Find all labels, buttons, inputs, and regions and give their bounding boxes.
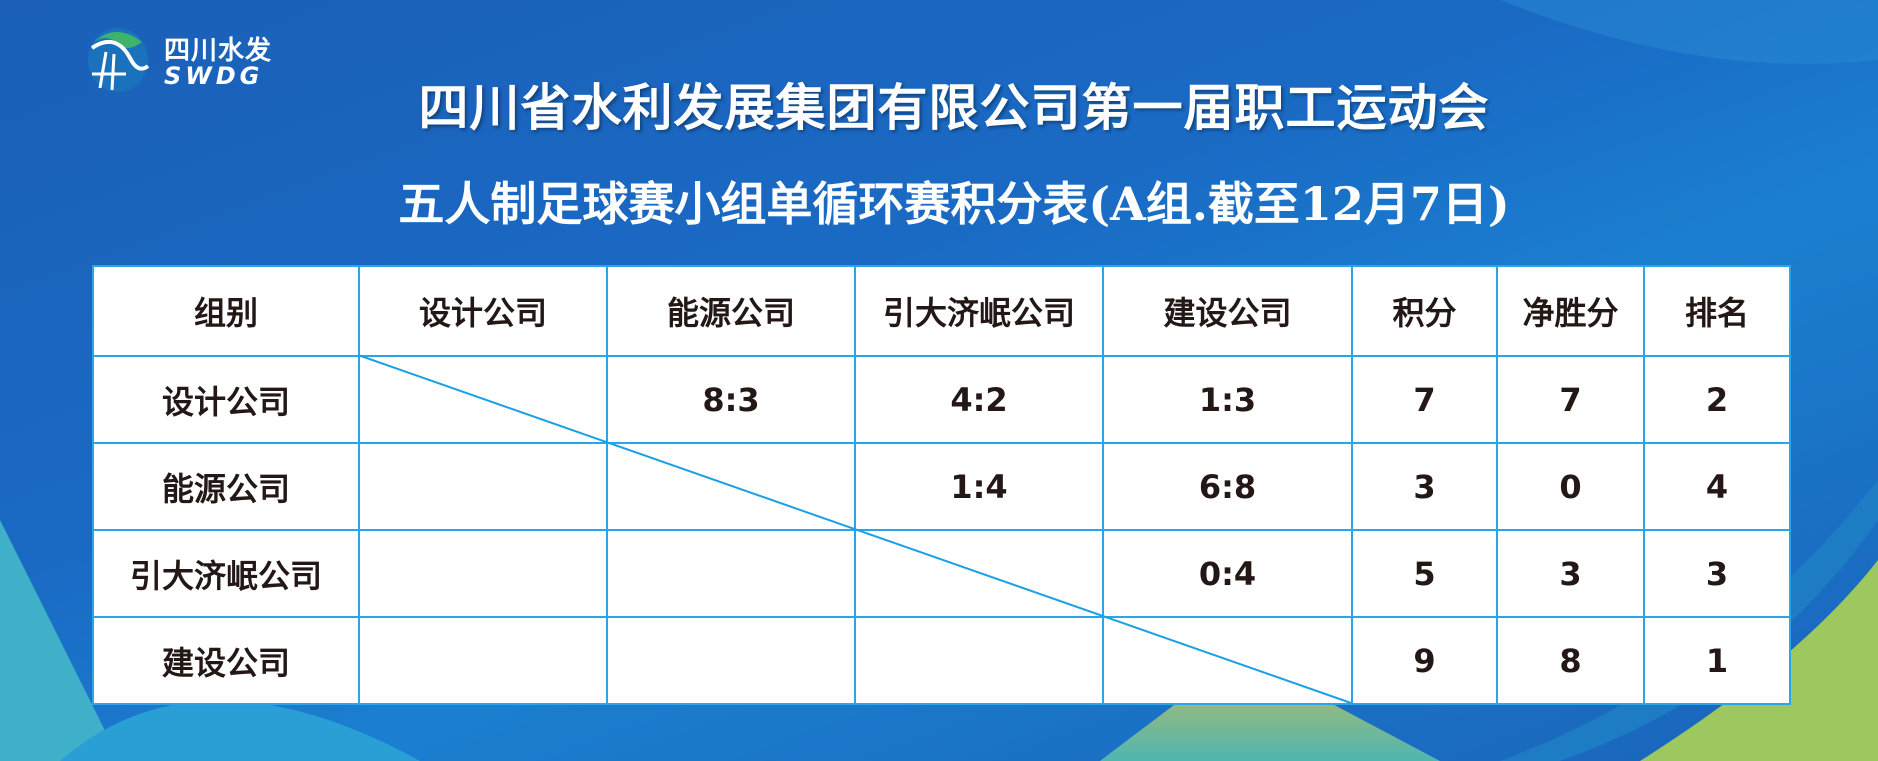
team-name-cell: 建设公司	[92, 616, 360, 705]
table-row: 设计公司 8:3 4:2 1:3 7 7 2	[92, 355, 1791, 444]
team-name-cell: 能源公司	[92, 442, 360, 531]
rank-cell: 1	[1643, 616, 1791, 705]
page-subtitle: 五人制足球赛小组单循环赛积分表(A组.截至12月7日)	[398, 177, 1510, 231]
rank-cell: 3	[1643, 529, 1791, 618]
points-cell: 3	[1351, 442, 1498, 531]
globe-logo-icon	[88, 28, 150, 92]
team-name-cell: 设计公司	[92, 355, 360, 444]
table-row: 引大济岷公司 0:4 5 3 3	[92, 529, 1791, 618]
header-cell: 净胜分	[1496, 265, 1645, 357]
header-cell: 设计公司	[358, 265, 608, 357]
score-cell	[358, 355, 608, 444]
score-cell	[358, 442, 608, 531]
header-cell: 排名	[1643, 265, 1791, 357]
standings-table: 组别 设计公司 能源公司 引大济岷公司 建设公司 积分 净胜分 排名 设计公司 …	[92, 265, 1791, 705]
score-cell	[606, 529, 856, 618]
team-name-cell: 引大济岷公司	[92, 529, 360, 618]
header-cell: 能源公司	[606, 265, 856, 357]
rank-cell: 4	[1643, 442, 1791, 531]
score-cell: 6:8	[1102, 442, 1353, 531]
header-cell: 引大济岷公司	[854, 265, 1104, 357]
goal-diff-cell: 0	[1496, 442, 1645, 531]
points-cell: 9	[1351, 616, 1498, 705]
score-cell: 4:2	[854, 355, 1104, 444]
score-cell	[358, 616, 608, 705]
logo-text-cn: 四川水发	[164, 36, 273, 66]
points-cell: 5	[1351, 529, 1498, 618]
table-header-row: 组别 设计公司 能源公司 引大济岷公司 建设公司 积分 净胜分 排名	[92, 265, 1791, 357]
score-cell	[854, 616, 1104, 705]
goal-diff-cell: 7	[1496, 355, 1645, 444]
page-title: 四川省水利发展集团有限公司第一届职工运动会	[418, 79, 1490, 137]
score-cell	[606, 442, 856, 531]
header-cell: 组别	[92, 265, 360, 357]
table-row: 能源公司 1:4 6:8 3 0 4	[92, 442, 1791, 531]
logo: 四川水发 SWDG	[86, 28, 296, 92]
header-cell: 积分	[1351, 265, 1498, 357]
header-cell: 建设公司	[1102, 265, 1353, 357]
goal-diff-cell: 3	[1496, 529, 1645, 618]
goal-diff-cell: 8	[1496, 616, 1645, 705]
score-cell: 8:3	[606, 355, 856, 444]
rank-cell: 2	[1643, 355, 1791, 444]
score-cell: 0:4	[1102, 529, 1353, 618]
score-cell	[1102, 616, 1353, 705]
score-cell: 1:4	[854, 442, 1104, 531]
score-cell	[606, 616, 856, 705]
score-cell: 1:3	[1102, 355, 1353, 444]
score-cell	[358, 529, 608, 618]
logo-text-en: SWDG	[164, 62, 264, 90]
table-row: 建设公司 9 8 1	[92, 616, 1791, 705]
points-cell: 7	[1351, 355, 1498, 444]
score-cell	[854, 529, 1104, 618]
